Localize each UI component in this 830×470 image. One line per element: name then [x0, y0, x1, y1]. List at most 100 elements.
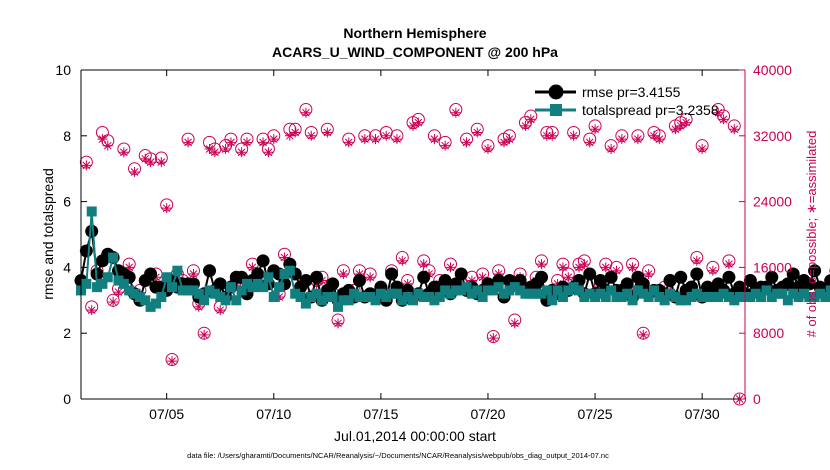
- rmse-point: [203, 264, 217, 278]
- obs-assimilated-point: [557, 262, 568, 273]
- obs-assimilated-point: [590, 124, 601, 135]
- totalspread-point: [333, 301, 344, 312]
- totalspread-point: [809, 292, 820, 303]
- obs-assimilated-point: [461, 137, 472, 148]
- obs-assimilated-point: [600, 262, 611, 273]
- rmse-point: [620, 277, 634, 291]
- obs-assimilated-point: [563, 272, 574, 283]
- totalspread-point: [418, 292, 429, 303]
- totalspread-point: [477, 292, 488, 303]
- totalspread-point: [134, 292, 145, 303]
- totalspread-point: [108, 252, 119, 263]
- totalspread-point: [199, 295, 210, 306]
- obs-assimilated-point: [215, 305, 226, 316]
- obs-assimilated-point: [338, 268, 349, 279]
- totalspread-point: [268, 292, 279, 303]
- y-right-tick-label: 8000: [753, 325, 784, 341]
- obs-assimilated-point: [584, 137, 595, 148]
- totalspread-point: [193, 288, 204, 299]
- totalspread-point: [466, 288, 477, 299]
- data-file-footnote: data file: /Users/gharamti/Documents/NCA…: [187, 451, 609, 460]
- y-right-tick-label: 32000: [753, 128, 792, 144]
- totalspread-point: [472, 285, 483, 296]
- y-right-tick-label: 24000: [753, 194, 792, 210]
- legend-totalspread-label: totalspread pr=3.2358: [582, 102, 719, 118]
- totalspread-point: [723, 292, 734, 303]
- totalspread-point: [167, 282, 178, 293]
- totalspread-point: [750, 288, 761, 299]
- rmse-point: [743, 274, 757, 288]
- totalspread-point: [349, 288, 360, 299]
- obs-assimilated-point: [145, 157, 156, 168]
- obs-assimilated-point: [343, 137, 354, 148]
- obs-assimilated-point: [499, 137, 510, 148]
- y-left-ticks: 0 2 4 6 8 10: [55, 62, 87, 407]
- totalspread-point: [300, 298, 311, 309]
- obs-assimilated-point: [370, 134, 381, 145]
- totalspread-point: [81, 278, 92, 289]
- totalspread-point: [215, 292, 226, 303]
- obs-assimilated-point: [102, 140, 113, 151]
- totalspread-point: [622, 288, 633, 299]
- obs-assimilated-point: [472, 127, 483, 138]
- totalspread-point: [252, 278, 263, 289]
- totalspread-point: [231, 295, 242, 306]
- obs-assimilated-point: [648, 130, 659, 141]
- obs-assimilated-point: [638, 329, 649, 340]
- totalspread-point: [611, 292, 622, 303]
- totalspread-point: [670, 292, 681, 303]
- totalspread-point: [590, 292, 601, 303]
- y-left-tick-label: 4: [63, 259, 71, 275]
- rmse-point: [454, 267, 468, 281]
- totalspread-point: [177, 285, 188, 296]
- totalspread-point: [290, 288, 301, 299]
- rmse-point: [663, 274, 677, 288]
- totalspread-point: [424, 292, 435, 303]
- totalspread-point: [445, 288, 456, 299]
- obs-assimilated-point: [311, 278, 322, 289]
- totalspread-point: [600, 292, 611, 303]
- totalspread-point: [92, 282, 103, 293]
- totalspread-point: [338, 295, 349, 306]
- obs-assimilated-point: [488, 333, 499, 344]
- totalspread-point: [413, 288, 424, 299]
- rmse-point: [535, 270, 549, 284]
- chart-title: Northern Hemisphere: [343, 25, 486, 41]
- obs-assimilated-point: [381, 130, 392, 141]
- totalspread-point: [316, 295, 327, 306]
- obs-assimilated-point: [713, 107, 724, 118]
- obs-assimilated-point: [118, 147, 129, 158]
- obs-assimilated-point: [300, 107, 311, 118]
- obs-assimilated-point: [365, 272, 376, 283]
- totalspread-point: [124, 285, 135, 296]
- obs-assimilated-point: [354, 268, 365, 279]
- totalspread-point: [718, 288, 729, 299]
- chart-subtitle: ACARS_U_WIND_COMPONENT @ 200 hPa: [272, 44, 558, 60]
- obs-assimilated-point: [161, 203, 172, 214]
- totalspread-point: [574, 285, 584, 296]
- rmse-point: [583, 267, 597, 281]
- x-tick-label: 07/30: [685, 406, 720, 422]
- obs-assimilated-point: [429, 134, 440, 145]
- obs-assimilated-point: [632, 134, 643, 145]
- totalspread-point: [632, 285, 643, 296]
- totalspread-point: [691, 288, 702, 299]
- totalspread-point: [172, 265, 183, 276]
- totalspread-point: [627, 295, 638, 306]
- rmse-point: [781, 277, 795, 291]
- obs-assimilated-point: [204, 143, 215, 154]
- totalspread-point: [777, 288, 788, 299]
- obs-assimilated-point: [482, 143, 493, 154]
- totalspread-point: [756, 292, 767, 303]
- totalspread-point: [145, 301, 156, 312]
- totalspread-point: [86, 206, 97, 217]
- totalspread-point: [482, 285, 493, 296]
- rmse-point: [251, 267, 265, 281]
- rmse-point: [79, 244, 93, 258]
- totalspread-point: [381, 292, 392, 303]
- obs-assimilated-point: [643, 268, 654, 279]
- obs-assimilated-point: [274, 292, 285, 303]
- obs-assimilated-point: [290, 127, 301, 138]
- totalspread-point: [552, 285, 563, 296]
